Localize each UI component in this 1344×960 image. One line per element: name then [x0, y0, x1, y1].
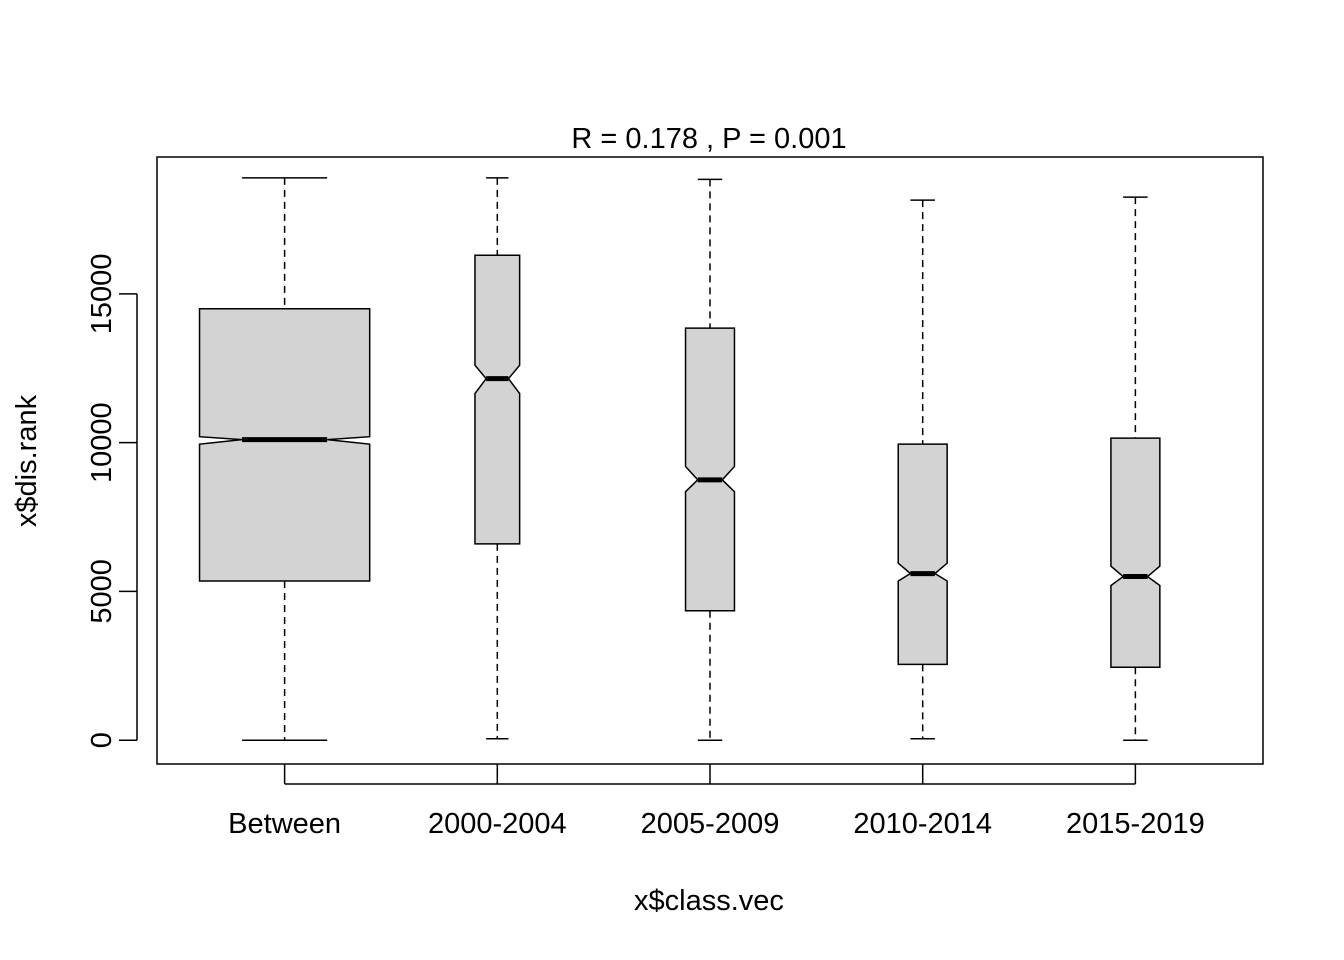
x-tick-label: 2000-2004 [428, 808, 567, 840]
y-axis: 0 5000 10000 15000 [86, 254, 138, 748]
box-group [474, 177, 521, 740]
y-tick-label: 10000 [86, 402, 118, 483]
box-body [1110, 437, 1161, 669]
chart-title: R = 0.178 , P = 0.001 [571, 123, 846, 155]
x-tick-label: 2005-2009 [641, 808, 780, 840]
box-body [684, 327, 736, 612]
box-group [684, 178, 736, 741]
box-body [474, 254, 521, 545]
x-axis: Between 2000-2004 2005-2009 2010-2014 2015-2… [228, 764, 1205, 840]
box-body [198, 308, 371, 582]
y-tick-label: 5000 [86, 559, 118, 624]
box-group [1110, 196, 1161, 741]
x-tick-label: 2015-2019 [1066, 808, 1205, 840]
box-group [897, 199, 948, 740]
y-axis-title: x$dis.rank [11, 394, 43, 527]
y-tick-label: 0 [86, 732, 118, 748]
box-body [897, 443, 948, 666]
boxes [198, 177, 1161, 741]
box-group [198, 177, 371, 741]
y-tick-label: 15000 [86, 254, 118, 335]
x-tick-label: 2010-2014 [853, 808, 992, 840]
x-axis-title: x$class.vec [634, 885, 784, 917]
x-tick-label: Between [228, 808, 341, 840]
